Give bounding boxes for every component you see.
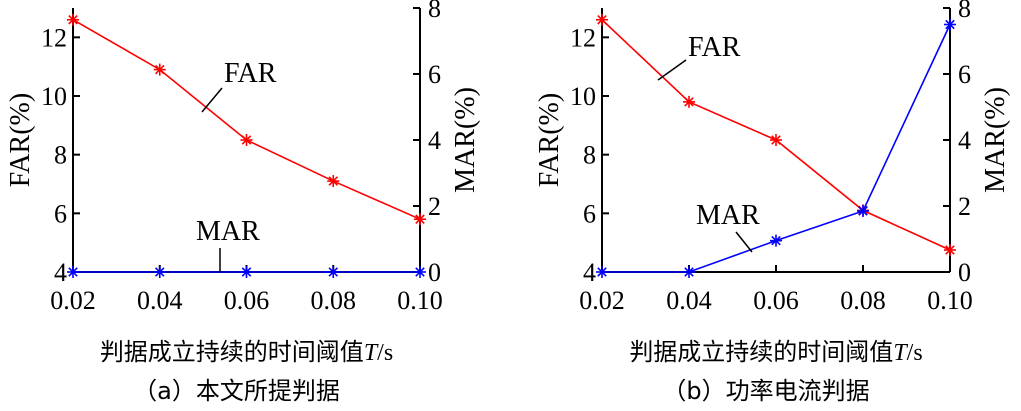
- data-point-mar: [857, 204, 869, 217]
- data-point-far: [240, 134, 253, 146]
- panel-caption: （b）功率电流判据: [662, 377, 869, 405]
- y-right-axis-title: MAR(%): [450, 87, 481, 193]
- y-left-tick-label: 10: [41, 82, 67, 111]
- x-tick-label: 0.10: [927, 286, 973, 315]
- x-tick-label: 0.08: [311, 286, 357, 315]
- data-point-mar: [683, 266, 695, 278]
- x-tick-label: 0.06: [753, 286, 799, 315]
- x-tick-label: 0.02: [50, 286, 96, 315]
- y-left-tick-label: 8: [583, 141, 596, 170]
- y-left-tick-label: 12: [570, 23, 596, 52]
- series-far: [67, 13, 426, 226]
- y-left-tick-label: 8: [54, 141, 67, 170]
- panel-caption: （a）本文所提判据: [133, 377, 340, 405]
- x-tick-label: 0.10: [397, 286, 443, 315]
- series-far: [596, 13, 956, 256]
- chart-panel-b: 4 6 8 10 12 0 2 4 6 8 0.02 0.04 0.06 0.08 0.10 FAR(%) MA…: [534, 0, 1011, 405]
- data-point-mar: [327, 266, 340, 278]
- data-point-far: [944, 244, 956, 256]
- y-left-tick-label: 6: [583, 199, 596, 228]
- y-right-axis-title: MAR(%): [980, 87, 1011, 193]
- x-tick-label: 0.04: [666, 286, 712, 315]
- y-right-tick-label: 0: [428, 258, 441, 287]
- series-line-far: [72, 19, 421, 220]
- y-right-tick-label: 0: [958, 258, 971, 287]
- x-axis-title: 判据成立持续的时间阈值T/s: [629, 338, 922, 366]
- data-point-far: [683, 95, 695, 108]
- y-right-tick-label: 4: [958, 126, 971, 155]
- data-point-mar: [944, 18, 956, 31]
- data-point-mar: [240, 266, 253, 278]
- data-point-far: [770, 134, 782, 146]
- data-point-mar: [67, 266, 79, 278]
- y-left-tick-label: 12: [41, 23, 67, 52]
- data-point-far: [153, 63, 166, 76]
- y-right-tick-label: 6: [958, 60, 971, 89]
- series-mar: [67, 266, 426, 278]
- x-axis-title: 判据成立持续的时间阈值T/s: [100, 338, 393, 366]
- x-tick-label: 0.04: [137, 286, 183, 315]
- y-left-tick-label: 6: [54, 199, 67, 228]
- far-annotation-leader: [657, 59, 687, 81]
- y-right-tick-label: 2: [428, 192, 441, 221]
- mar-annotation-leader: [735, 231, 753, 253]
- y-right-tick-label: 4: [428, 126, 441, 155]
- mar-annotation-label: MAR: [696, 200, 760, 231]
- x-tick-label: 0.02: [579, 286, 625, 315]
- data-point-mar: [770, 234, 782, 247]
- data-point-mar: [414, 266, 426, 278]
- y-left-axis-title: FAR(%): [5, 93, 36, 187]
- data-point-far: [596, 13, 608, 26]
- far-annotation-leader: [201, 87, 223, 113]
- y-left-axis-title: FAR(%): [534, 93, 565, 187]
- y-right-tick-label: 8: [428, 0, 441, 23]
- y-left-tick-label: 4: [583, 258, 596, 287]
- data-point-mar: [596, 266, 608, 278]
- y-left-tick-label: 4: [54, 258, 67, 287]
- y-right-tick-label: 2: [958, 192, 971, 221]
- y-left-tick-label: 10: [570, 82, 596, 111]
- x-tick-label: 0.08: [840, 286, 886, 315]
- y-right-tick-label: 8: [958, 0, 971, 23]
- series-mar: [596, 18, 956, 278]
- far-annotation-label: FAR: [224, 58, 277, 89]
- data-point-far: [327, 175, 340, 188]
- chart-panel-a: 4 6 8 10 12 0 2 4 6 8 0.02 0.04 0.06 0.08 0.10 FAR(%) MA…: [5, 0, 481, 405]
- y-right-tick-label: 6: [428, 60, 441, 89]
- mar-annotation-label: MAR: [196, 216, 260, 247]
- data-point-far: [67, 13, 79, 26]
- far-annotation-label: FAR: [688, 32, 741, 63]
- x-tick-label: 0.06: [224, 286, 270, 315]
- data-point-mar: [153, 266, 166, 278]
- data-point-far: [414, 213, 426, 226]
